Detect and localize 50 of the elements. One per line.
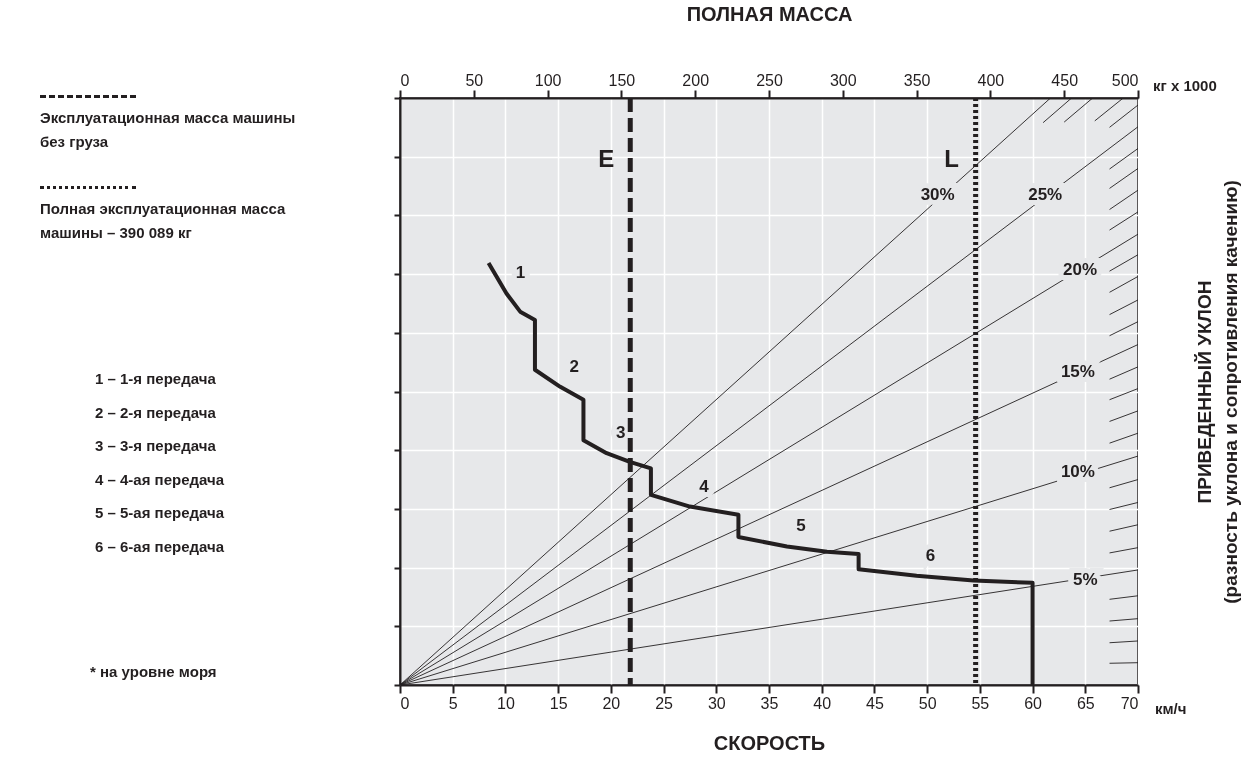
x2-tick-label: 50 [465, 71, 484, 89]
x2-tick-label: 150 [608, 71, 636, 89]
annotation: 1 [515, 263, 526, 283]
x-tick-label: 15 [549, 694, 568, 712]
x2-tick-label: 0 [400, 71, 410, 89]
text: 2 – 2-я передача [95, 402, 216, 423]
text: Эксплуатационная масса машины без груза [40, 108, 297, 152]
x-tick-label: 30 [707, 694, 726, 712]
x-tick-label: 65 [1076, 694, 1095, 712]
x-tick-label: 20 [602, 694, 621, 712]
x2-tick-label: 400 [977, 71, 1005, 89]
text: 5 – 5-ая передача [95, 503, 225, 524]
x-tick-label: 5 [448, 694, 458, 712]
text: кг x 1000 [1153, 76, 1217, 96]
x2-tick-label: 350 [903, 71, 931, 89]
x-tick-label: 10 [497, 694, 515, 712]
annotation: 4 [699, 476, 710, 496]
x-tick-label: 0 [400, 694, 410, 712]
x-axis-title: СКОРОСТЬ [713, 731, 826, 754]
x-tick-label: 60 [1024, 694, 1043, 712]
x-tick-label: 40 [813, 694, 832, 712]
x2-tick-label: 500 [1111, 71, 1139, 89]
text: 3 – 3-я передача [95, 436, 216, 457]
x2-tick-label: 450 [1051, 71, 1079, 89]
x2-axis-title: ПОЛНАЯ МАССА [686, 2, 853, 25]
x2-tick-label: 300 [829, 71, 857, 89]
x2-tick-label: 250 [756, 71, 783, 89]
text: 4 – 4-ая передача [95, 469, 225, 490]
text: км/ч [1155, 699, 1187, 719]
text: Полная эксплуатационная масса машины – 390 089 кг [40, 199, 287, 243]
x-tick-label: 50 [918, 694, 937, 712]
y-axis-title: ПРИВЕДЕННЫЙ УКЛОН (разность уклона и сопротивления качению) [1193, 180, 1242, 604]
ref-line-label: E [598, 145, 615, 172]
annotation: 6 [925, 545, 936, 565]
annotation: 5 [796, 516, 806, 536]
x-tick-label: 70 [1120, 694, 1139, 712]
x2-tick-label: 100 [534, 71, 562, 89]
text: 1 – 1-я передача [95, 369, 216, 389]
annotation: 2 [569, 356, 579, 376]
annotation: 3 [615, 423, 626, 443]
annotation: 30% [920, 184, 955, 204]
x-tick-label: 55 [971, 694, 990, 712]
x-tick-label: 25 [655, 694, 674, 712]
x-tick-label: 45 [866, 694, 884, 712]
x2-tick-label: 200 [682, 71, 710, 89]
ref-line-label: L [944, 145, 959, 172]
text: * на уровне моря [90, 662, 217, 682]
x-tick-label: 35 [760, 694, 779, 712]
annotation: 10% [1060, 461, 1095, 481]
text: 6 – 6-ая передача [95, 537, 225, 557]
